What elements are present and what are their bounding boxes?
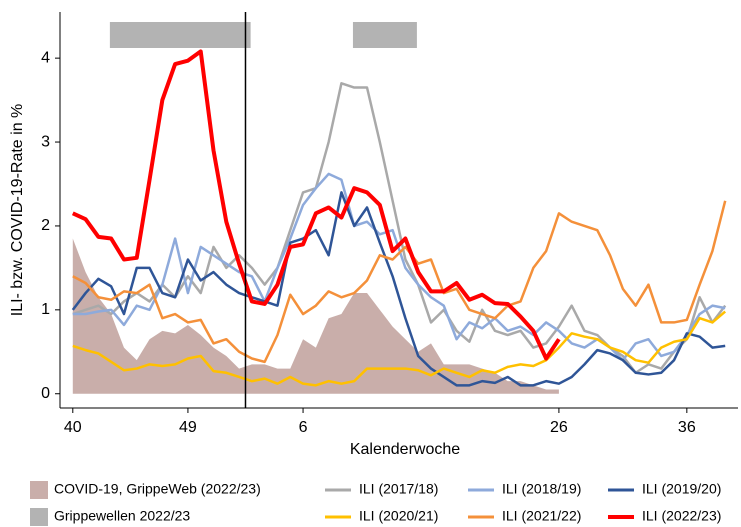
legend-label: ILI (2017/18) (359, 481, 438, 497)
y-axis-label: ILI- bzw. COVID-19-Rate in % (9, 104, 26, 317)
flu-wave-bar (352, 22, 417, 48)
legend-label: ILI (2020/21) (359, 508, 438, 524)
legend-label: Grippewellen 2022/23 (54, 508, 190, 524)
y-tick-label: 2 (41, 217, 50, 234)
legend-swatch (30, 508, 48, 526)
x-axis-label: Kalenderwoche (350, 441, 460, 458)
legend-label: ILI (2022/23) (642, 508, 721, 524)
legend-swatch (30, 481, 48, 499)
line (71, 191, 726, 387)
y-tick-label: 0 (41, 385, 50, 402)
line (72, 172, 726, 362)
area (72, 238, 559, 394)
line (71, 49, 561, 361)
x-tick-label: 40 (64, 419, 82, 436)
line (72, 82, 727, 375)
flu-wave-bar (109, 22, 251, 48)
x-tick-label: 36 (678, 419, 696, 436)
line (72, 310, 727, 387)
y-tick-label: 3 (41, 133, 50, 150)
y-tick-label: 1 (41, 301, 50, 318)
x-tick-label: 49 (179, 419, 197, 436)
legend-label: ILI (2018/19) (502, 481, 581, 497)
legend-label: COVID-19, GrippeWeb (2022/23) (54, 481, 261, 497)
x-tick-label: 6 (299, 419, 308, 436)
x-tick-label: 26 (550, 419, 568, 436)
y-tick-label: 4 (41, 49, 50, 66)
line (72, 200, 727, 364)
legend-label: ILI (2021/22) (502, 508, 581, 524)
legend-label: ILI (2019/20) (642, 481, 721, 497)
